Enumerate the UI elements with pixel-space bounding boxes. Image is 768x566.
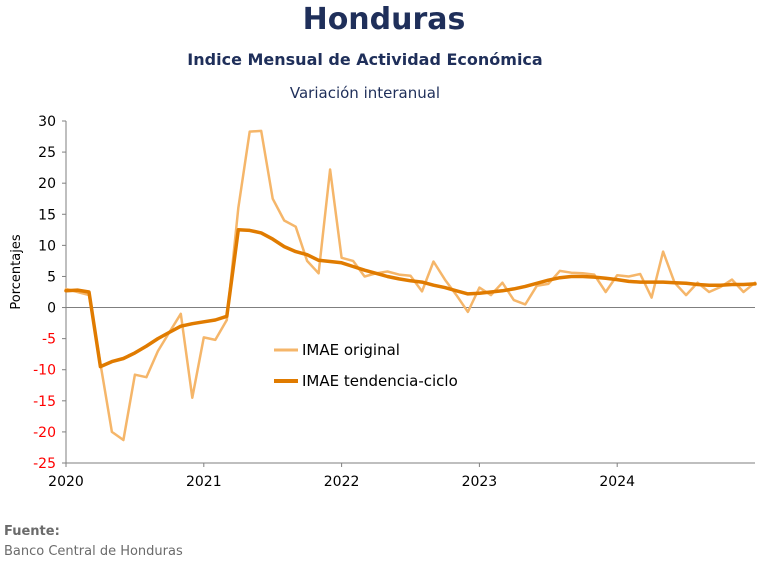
source-text: Banco Central de Honduras <box>4 544 183 559</box>
y-tick-label: 0 <box>47 301 56 317</box>
x-tick-label: 2024 <box>599 474 635 490</box>
chart-subtitle: Indice Mensual de Actividad Económica <box>187 50 543 69</box>
chart-note: Variación interanual <box>289 84 441 102</box>
series-line-imae-original <box>64 129 757 442</box>
x-tick-label: 2021 <box>186 474 222 490</box>
y-tick-label: 20 <box>38 176 56 192</box>
y-tick-label: 5 <box>47 269 56 285</box>
y-tick-label: 25 <box>38 145 56 161</box>
x-tick-label: 2020 <box>48 474 84 490</box>
x-tick-label: 2022 <box>324 474 360 490</box>
legend-label: IMAE tendencia-ciclo <box>302 372 458 390</box>
chart-title: Honduras <box>302 2 466 37</box>
legend-label: IMAE original <box>302 341 400 359</box>
y-tick-label: -5 <box>42 332 56 348</box>
source-label: Fuente: <box>4 524 60 539</box>
y-axis-label: Porcentajes <box>9 234 24 309</box>
y-tick-label: 15 <box>38 207 56 223</box>
y-tick-label: -25 <box>33 456 56 472</box>
y-tick-label: 10 <box>38 238 56 254</box>
y-tick-label: -20 <box>33 425 56 441</box>
x-tick-label: 2023 <box>462 474 498 490</box>
y-tick-label: -10 <box>33 363 56 379</box>
y-tick-label: 30 <box>38 114 56 130</box>
series-line-imae-tendencia-ciclo <box>64 228 757 369</box>
y-tick-label: -15 <box>33 394 56 410</box>
